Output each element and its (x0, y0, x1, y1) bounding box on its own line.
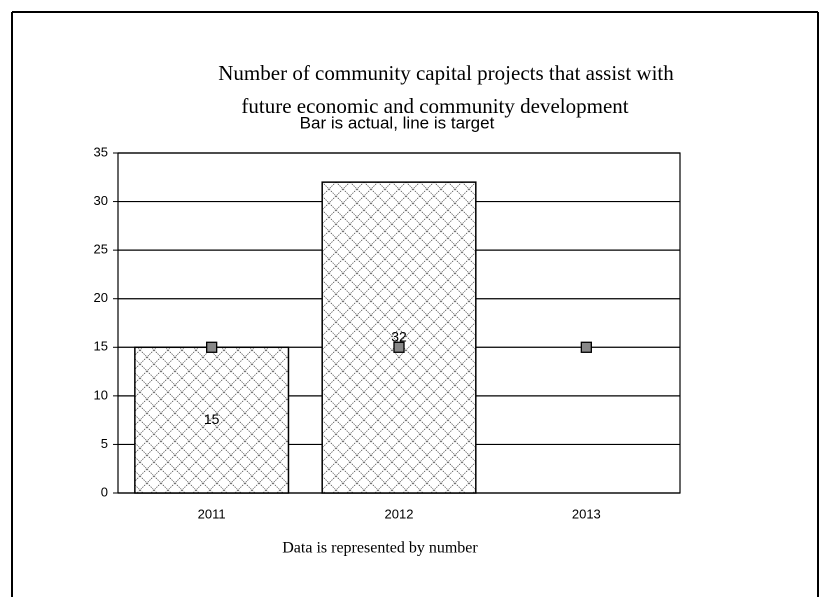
y-tick-label: 30 (94, 193, 108, 208)
y-tick-label: 25 (94, 242, 108, 257)
x-tick-label: 2013 (572, 506, 601, 521)
chart-footer: Data is represented by number (282, 540, 478, 557)
data-label: 15 (204, 411, 220, 427)
y-tick-label: 20 (94, 290, 108, 305)
target-marker (206, 341, 218, 353)
target-marker (393, 341, 405, 353)
chart-title: Number of community capital projects tha… (218, 61, 674, 85)
bar (134, 346, 290, 494)
y-tick-label: 15 (94, 339, 108, 354)
y-tick-label: 35 (94, 144, 108, 159)
chart-subtitle: Bar is actual, line is target (300, 113, 495, 132)
x-tick-label: 2012 (385, 506, 414, 521)
chart-title: future economic and community developmen… (241, 94, 628, 118)
x-tick-label: 2011 (198, 506, 226, 521)
y-tick-label: 5 (101, 436, 108, 451)
bar (321, 181, 477, 494)
data-label: 32 (391, 328, 407, 344)
y-tick-label: 0 (101, 484, 108, 499)
y-tick-label: 10 (94, 387, 108, 402)
target-marker (580, 341, 592, 353)
